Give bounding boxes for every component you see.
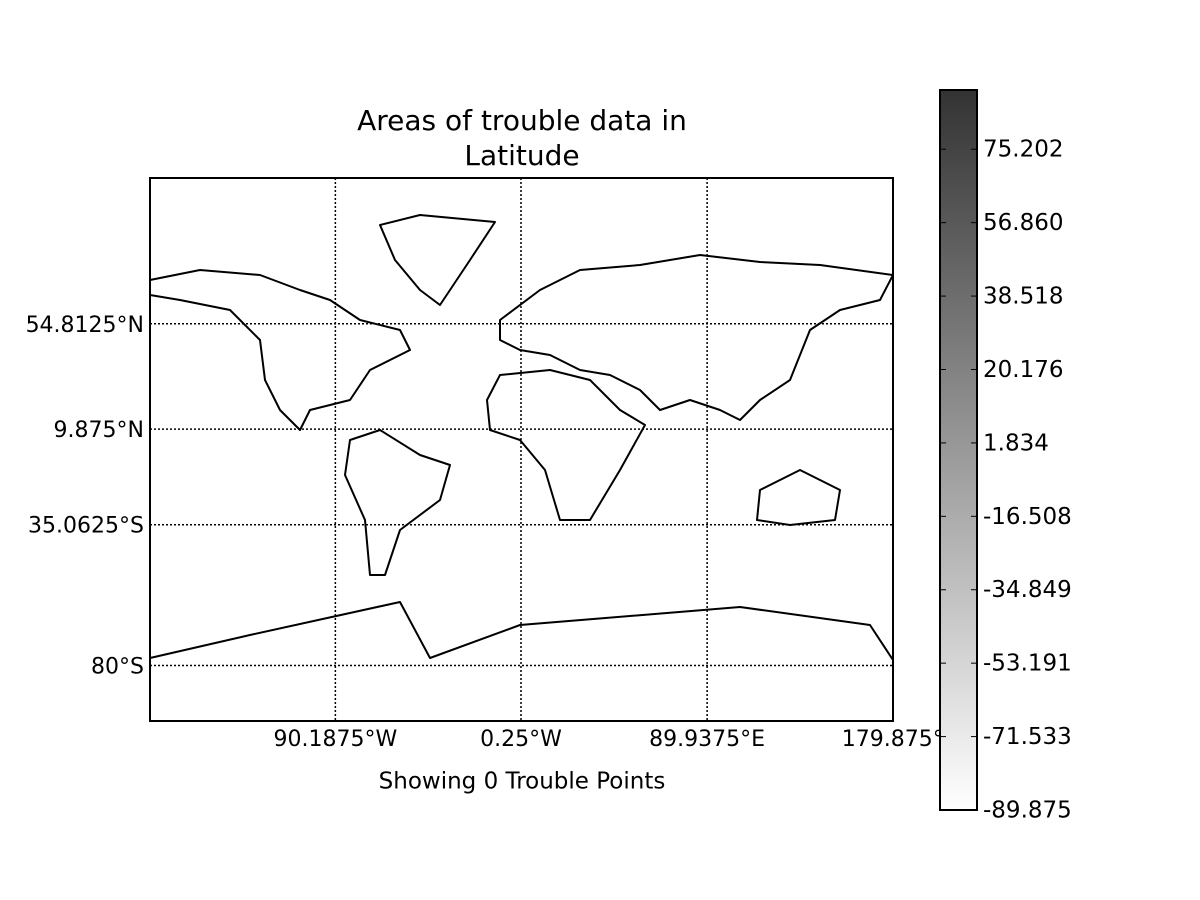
eurasia (499, 254, 894, 421)
north-america (149, 269, 411, 431)
colorbar-tick-label: -71.533 (983, 724, 1072, 750)
antarctica (149, 601, 894, 661)
colorbar-tick-label: 20.176 (983, 357, 1063, 383)
colorbar-tick-label: -34.849 (983, 577, 1072, 603)
colorbar-tick-label: 75.202 (983, 137, 1063, 163)
colorbar-tick-label: -89.875 (983, 798, 1072, 824)
x-axis-label: Showing 0 Trouble Points (379, 769, 666, 795)
title-line: Latitude (464, 139, 579, 172)
parallel-label: 54.8125°N (26, 313, 144, 338)
meridian-label: 0.25°W (480, 727, 562, 752)
meridian-label: 179.875° (842, 727, 944, 752)
australia (756, 469, 841, 526)
colorbar-tick-label: -16.508 (983, 504, 1072, 530)
map-frame (149, 177, 894, 722)
colorbar-tick-label: -53.191 (983, 651, 1072, 677)
africa (486, 369, 646, 521)
south-america (344, 429, 451, 576)
parallel-label: 80°S (91, 654, 144, 679)
colorbar-tick-label: 1.834 (983, 430, 1049, 456)
colorbar (939, 89, 978, 811)
parallel-label: 9.875°N (54, 418, 144, 443)
colorbar-tick-label: 38.518 (983, 284, 1063, 310)
title-line: Areas of trouble data in (357, 104, 687, 137)
colorbar-tick-label: 56.860 (983, 210, 1063, 236)
greenland (379, 214, 496, 306)
parallel-label: 35.0625°S (28, 514, 144, 539)
meridian-label: 89.9375°E (649, 727, 765, 752)
meridian-label: 90.1875°W (273, 727, 397, 752)
coastlines (149, 214, 894, 661)
